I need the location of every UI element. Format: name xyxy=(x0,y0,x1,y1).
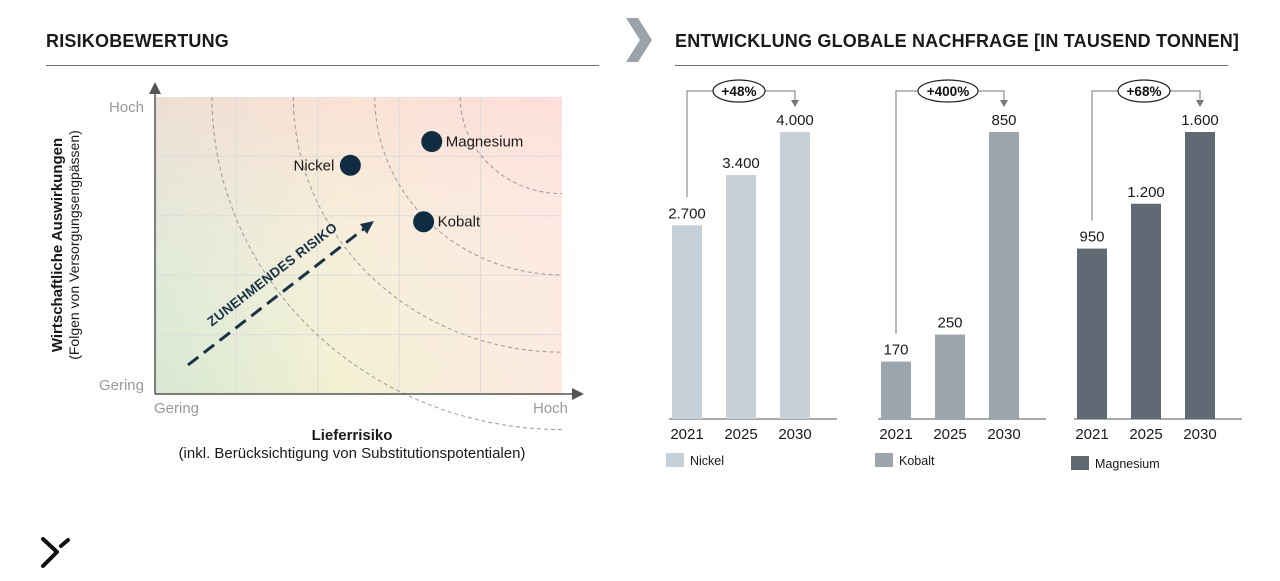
bar-magnesium-2030 xyxy=(1185,132,1215,419)
bar-category-label: 2030 xyxy=(987,426,1020,443)
bar-nickel-2030 xyxy=(780,132,810,419)
risk-title: RISIKOBEWERTUNG xyxy=(46,31,229,51)
legend-swatch-magnesium xyxy=(1071,456,1089,470)
risk-point-kobalt xyxy=(413,211,435,233)
x-low-label: Gering xyxy=(154,400,199,417)
bar-value-label: 4.000 xyxy=(776,112,814,129)
legend-swatch-kobalt xyxy=(875,453,893,467)
risk-point-nickel xyxy=(339,154,361,176)
bar-kobalt-2025 xyxy=(935,334,965,419)
change-bracket xyxy=(895,90,1005,334)
bar-value-label: 2.700 xyxy=(668,205,706,222)
risk-iso-curve xyxy=(292,96,563,353)
change-badge-label: +48% xyxy=(722,84,757,99)
risk-point-label-magnesium: Magnesium xyxy=(446,134,524,151)
bar-chart-nickel: 2.700 2021 3.400 2025 4.000 2030 +48% Nickel xyxy=(666,79,837,468)
bar-category-label: 2021 xyxy=(879,426,912,443)
risk-point-label-kobalt: Kobalt xyxy=(438,214,481,231)
risk-grid xyxy=(155,97,562,394)
risk-matrix-chart: Hoch Gering Gering Hoch Wirtschaftliche … xyxy=(49,82,584,462)
change-arrowhead xyxy=(791,100,799,107)
change-arrowhead xyxy=(1196,100,1204,107)
bar-kobalt-2030 xyxy=(989,132,1019,419)
change-badge xyxy=(712,79,766,103)
bar-value-label: 850 xyxy=(991,112,1016,129)
bar-chart-kobalt: 170 2021 250 2025 850 2030 +400% Kobalt xyxy=(875,79,1046,468)
logo-chevron-icon xyxy=(41,537,70,568)
bar-category-label: 2030 xyxy=(778,426,811,443)
bar-value-label: 1.200 xyxy=(1127,184,1165,201)
bar-kobalt-2021 xyxy=(881,361,911,419)
risk-iso-curve xyxy=(211,96,563,431)
demand-title-rule xyxy=(675,65,1228,66)
bar-category-label: 2025 xyxy=(1129,426,1162,443)
bar-category-label: 2030 xyxy=(1183,426,1216,443)
bar-chart-magnesium: 950 2021 1.200 2025 1.600 2030 +68% Magnesium xyxy=(1071,79,1242,471)
bar-category-label: 2025 xyxy=(933,426,966,443)
chevron-right-icon xyxy=(626,18,652,62)
y-axis-subtitle: (Folgen von Versorgungsengpässen) xyxy=(66,130,82,360)
bar-value-label: 170 xyxy=(883,342,908,359)
change-badge-label: +400% xyxy=(927,84,969,99)
bar-category-label: 2025 xyxy=(724,426,757,443)
bar-magnesium-2025 xyxy=(1131,203,1161,419)
risk-background-overlay xyxy=(155,97,562,394)
change-badge-label: +68% xyxy=(1127,84,1162,99)
bar-value-label: 1.600 xyxy=(1181,112,1219,129)
bar-category-label: 2021 xyxy=(1075,426,1108,443)
bar-value-label: 250 xyxy=(937,315,962,332)
change-bracket xyxy=(1091,90,1201,221)
y-low-label: Gering xyxy=(99,377,144,394)
risk-iso-curve xyxy=(459,96,563,195)
demand-bar-charts: 2.700 2021 3.400 2025 4.000 2030 +48% Nickel 170… xyxy=(666,79,1242,471)
change-arrowhead xyxy=(1000,100,1008,107)
bar-nickel-2021 xyxy=(672,225,702,419)
y-high-label: Hoch xyxy=(109,99,144,116)
bar-value-label: 950 xyxy=(1079,229,1104,246)
demand-title: ENTWICKLUNG GLOBALE NACHFRAGE [IN TAUSEN… xyxy=(675,31,1240,51)
risk-point-magnesium xyxy=(421,131,443,153)
risk-point-label-nickel: Nickel xyxy=(294,157,335,174)
bar-category-label: 2021 xyxy=(670,426,703,443)
change-badge xyxy=(917,79,979,103)
legend-label-kobalt: Kobalt xyxy=(899,454,935,468)
x-axis-subtitle: (inkl. Berücksichtigung von Substitution… xyxy=(179,445,526,462)
x-high-label: Hoch xyxy=(533,400,568,417)
risk-trend-arrowhead xyxy=(360,221,374,234)
bar-magnesium-2021 xyxy=(1077,248,1107,419)
x-axis-title: Lieferrisiko xyxy=(312,427,393,444)
y-axis-title: Wirtschaftliche Auswirkungen xyxy=(49,138,66,352)
risk-title-rule xyxy=(46,65,599,66)
risk-points: Nickel Magnesium Kobalt xyxy=(294,131,524,233)
legend-label-magnesium: Magnesium xyxy=(1095,457,1160,471)
risk-trend-arrow xyxy=(187,226,366,367)
legend-label-nickel: Nickel xyxy=(690,454,724,468)
change-badge xyxy=(1117,79,1171,103)
bar-nickel-2025 xyxy=(726,175,756,419)
legend-swatch-nickel xyxy=(666,453,684,467)
bar-value-label: 3.400 xyxy=(722,155,760,172)
